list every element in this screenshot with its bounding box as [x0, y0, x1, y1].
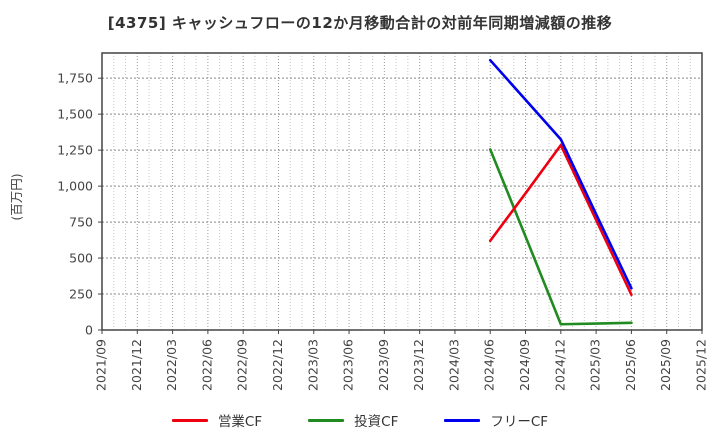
free-cf-line-swatch — [444, 418, 481, 422]
legend-item-free-cf: フリーCF — [444, 410, 548, 430]
legend-label: 投資CF — [354, 414, 399, 430]
svg-text:750: 750 — [69, 215, 93, 230]
svg-text:1,000: 1,000 — [57, 179, 93, 194]
svg-text:2024/06: 2024/06 — [482, 339, 497, 391]
series-line-2 — [488, 58, 633, 290]
legend-item-operating-cf: 営業CF — [171, 410, 263, 430]
svg-text:2024/09: 2024/09 — [517, 339, 532, 391]
svg-text:2023/06: 2023/06 — [341, 339, 356, 391]
svg-text:2025/12: 2025/12 — [694, 339, 709, 391]
svg-text:2022/12: 2022/12 — [270, 339, 285, 391]
svg-text:0: 0 — [85, 323, 93, 338]
legend-label: 営業CF — [217, 414, 263, 430]
svg-text:500: 500 — [69, 251, 93, 266]
svg-text:2025/06: 2025/06 — [623, 339, 638, 391]
svg-text:2024/03: 2024/03 — [446, 339, 461, 391]
operating-cf-line-swatch — [171, 418, 208, 422]
svg-text:250: 250 — [69, 287, 93, 302]
svg-text:2023/12: 2023/12 — [411, 339, 426, 391]
svg-text:2025/09: 2025/09 — [658, 339, 673, 391]
chart-legend: 営業CF 投資CF フリーCF — [0, 406, 720, 434]
svg-text:2022/09: 2022/09 — [235, 339, 250, 391]
svg-text:1,250: 1,250 — [57, 143, 93, 158]
svg-text:2024/12: 2024/12 — [552, 339, 567, 391]
chart-title: [4375] キャッシュフローの12か月移動合計の対前年同期増減額の推移 — [107, 14, 613, 32]
svg-text:1,500: 1,500 — [57, 107, 93, 122]
svg-text:2021/12: 2021/12 — [129, 339, 144, 391]
legend-item-investing-cf: 投資CF — [308, 410, 398, 430]
legend-label: フリーCF — [490, 414, 549, 430]
svg-text:2022/06: 2022/06 — [199, 339, 214, 391]
svg-text:2023/03: 2023/03 — [305, 339, 320, 391]
investing-cf-line-swatch — [308, 418, 345, 422]
series-line-0 — [488, 143, 633, 297]
svg-text:1,750: 1,750 — [57, 71, 93, 86]
svg-text:2023/09: 2023/09 — [376, 339, 391, 391]
svg-text:2022/03: 2022/03 — [164, 339, 179, 391]
svg-text:2021/09: 2021/09 — [94, 339, 109, 391]
svg-text:2025/03: 2025/03 — [588, 339, 603, 391]
